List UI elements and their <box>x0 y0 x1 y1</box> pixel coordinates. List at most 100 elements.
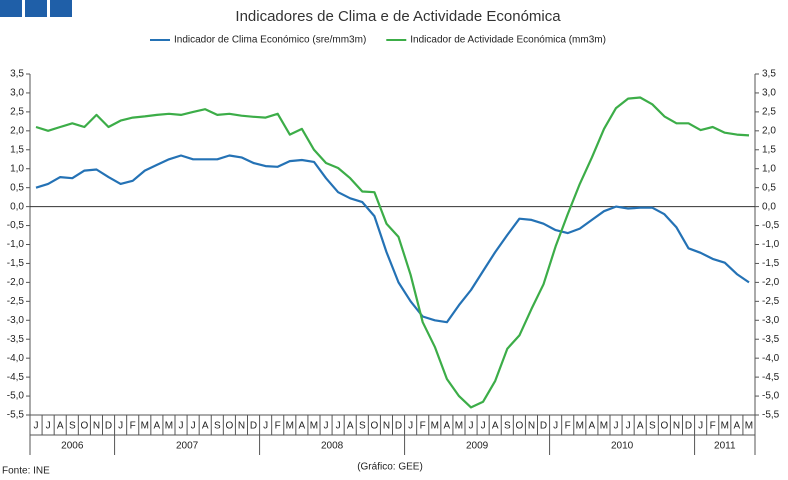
x-tick-label: J <box>481 421 486 432</box>
x-tick-label: S <box>504 421 511 432</box>
x-tick-label: M <box>310 421 318 432</box>
x-tick-label: J <box>336 421 341 432</box>
x-tick-label: A <box>444 421 451 432</box>
x-tick-label: J <box>626 421 631 432</box>
x-tick-label: M <box>165 421 173 432</box>
x-tick-label: M <box>286 421 294 432</box>
x-tick-label: N <box>238 421 245 432</box>
x-tick-label: J <box>191 421 196 432</box>
y-tick-label: -0,5 <box>7 220 25 231</box>
x-tick-label: A <box>492 421 499 432</box>
y-tick-label-right: -0,5 <box>762 220 780 231</box>
y-tick-label-right: -2,0 <box>762 277 780 288</box>
year-label: 2008 <box>321 441 344 452</box>
y-tick-label: 3,5 <box>10 69 24 80</box>
y-tick-label-right: -5,0 <box>762 391 780 402</box>
x-tick-label: D <box>395 421 402 432</box>
x-tick-label: F <box>275 421 281 432</box>
x-tick-label: J <box>324 421 329 432</box>
y-tick-label: 0,0 <box>10 201 24 212</box>
y-tick-label: -2,5 <box>7 296 25 307</box>
y-tick-label-right: 0,0 <box>762 201 776 212</box>
x-tick-label: N <box>93 421 100 432</box>
y-tick-label: -3,5 <box>7 334 25 345</box>
header-block <box>25 0 47 17</box>
y-tick-label-right: -3,5 <box>762 334 780 345</box>
x-tick-label: M <box>600 421 608 432</box>
x-tick-label: D <box>250 421 257 432</box>
x-tick-label: J <box>46 421 51 432</box>
source: Fonte: INE <box>2 466 50 477</box>
x-tick-label: J <box>263 421 268 432</box>
y-tick-label: -2,0 <box>7 277 25 288</box>
x-tick-label: A <box>154 421 161 432</box>
x-tick-label: D <box>105 421 112 432</box>
x-tick-label: A <box>347 421 354 432</box>
year-label: 2007 <box>176 441 199 452</box>
x-tick-label: F <box>565 421 571 432</box>
x-tick-label: N <box>383 421 390 432</box>
y-tick-label-right: -1,0 <box>762 239 780 250</box>
x-tick-label: A <box>637 421 644 432</box>
x-tick-label: A <box>202 421 209 432</box>
x-tick-label: O <box>225 421 233 432</box>
y-tick-label: -1,0 <box>7 239 25 250</box>
x-tick-label: J <box>118 421 123 432</box>
x-tick-label: O <box>660 421 668 432</box>
x-tick-label: M <box>455 421 463 432</box>
x-tick-label: M <box>576 421 584 432</box>
y-tick-label-right: -4,5 <box>762 372 780 383</box>
y-tick-label-right: -1,5 <box>762 258 780 269</box>
y-tick-label: -3,0 <box>7 315 25 326</box>
header-block <box>0 0 22 17</box>
x-tick-label: J <box>34 421 39 432</box>
x-tick-label: J <box>553 421 558 432</box>
y-tick-label-right: 3,5 <box>762 69 776 80</box>
x-tick-label: S <box>69 421 76 432</box>
y-tick-label: -5,5 <box>7 410 25 421</box>
header-block <box>50 0 72 17</box>
y-tick-label: 0,5 <box>10 182 24 193</box>
legend-label: Indicador de Clima Económico (sre/mm3m) <box>174 35 366 46</box>
x-tick-label: N <box>673 421 680 432</box>
y-tick-label-right: -3,0 <box>762 315 780 326</box>
chart-title: Indicadores de Clima e de Actividade Eco… <box>235 8 561 25</box>
y-tick-label: -1,5 <box>7 258 25 269</box>
x-tick-label: O <box>515 421 523 432</box>
x-tick-label: M <box>745 421 753 432</box>
x-tick-label: J <box>469 421 474 432</box>
y-tick-label: 2,5 <box>10 107 24 118</box>
x-tick-label: A <box>57 421 64 432</box>
y-tick-label: -5,0 <box>7 391 25 402</box>
y-tick-label-right: -4,0 <box>762 353 780 364</box>
y-tick-label-right: 1,5 <box>762 144 776 155</box>
x-tick-label: S <box>649 421 656 432</box>
y-tick-label-right: -2,5 <box>762 296 780 307</box>
credit: (Gráfico: GEE) <box>357 462 423 473</box>
legend-label: Indicador de Actividade Económica (mm3m) <box>410 35 606 46</box>
x-tick-label: F <box>420 421 426 432</box>
x-tick-label: O <box>370 421 378 432</box>
year-label: 2010 <box>611 441 634 452</box>
x-tick-label: J <box>614 421 619 432</box>
y-tick-label: 3,0 <box>10 88 24 99</box>
x-tick-label: F <box>130 421 136 432</box>
x-tick-label: O <box>80 421 88 432</box>
x-tick-label: A <box>589 421 596 432</box>
x-tick-label: F <box>710 421 716 432</box>
x-tick-label: M <box>721 421 729 432</box>
x-tick-label: N <box>528 421 535 432</box>
x-tick-label: S <box>359 421 366 432</box>
y-tick-label: 2,0 <box>10 125 24 136</box>
year-label: 2006 <box>61 441 84 452</box>
year-label: 2009 <box>466 441 489 452</box>
x-tick-label: M <box>431 421 439 432</box>
x-tick-label: A <box>299 421 306 432</box>
y-tick-label: 1,0 <box>10 163 24 174</box>
y-tick-label: -4,0 <box>7 353 25 364</box>
y-tick-label: -4,5 <box>7 372 25 383</box>
y-tick-label-right: 2,5 <box>762 107 776 118</box>
x-tick-label: D <box>685 421 692 432</box>
y-tick-label: 1,5 <box>10 144 24 155</box>
